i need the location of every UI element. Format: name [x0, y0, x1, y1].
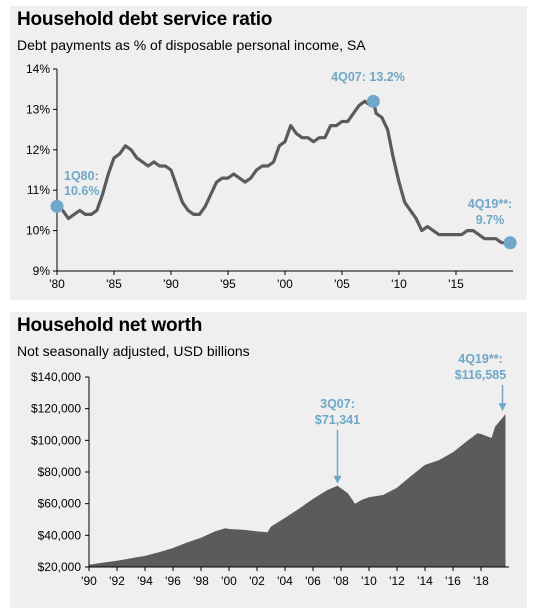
x-tick-label: '00	[221, 574, 237, 588]
debt-ratio-line	[55, 99, 512, 245]
y-tick-label: 11%	[27, 183, 50, 197]
x-tick-label: '16	[445, 574, 461, 588]
x-tick-label: '10	[391, 277, 407, 291]
x-tick-label: '95	[220, 277, 236, 291]
annotation-value: 9.7%	[476, 213, 505, 227]
annotation-arrow-head	[498, 403, 507, 412]
y-tick-label: 14%	[26, 62, 50, 76]
net-worth-area	[89, 414, 506, 567]
x-tick-label: '06	[305, 574, 321, 588]
annotation-label: 3Q07:	[320, 397, 355, 411]
x-tick-label: '90	[163, 277, 179, 291]
annotation-value: 10.6%	[64, 184, 99, 198]
annotation-marker-1q80	[50, 199, 64, 213]
chart-title: Household net worth	[17, 315, 203, 336]
y-tick-label: $60,000	[38, 497, 82, 511]
annotation-marker-4q07	[366, 94, 380, 108]
annotation-marker-4q19	[503, 236, 517, 250]
y-tick-label: $100,000	[31, 433, 81, 447]
y-tick-label: 12%	[26, 143, 50, 157]
x-tick-label: '08	[333, 574, 349, 588]
annotation-label: 4Q19**:	[468, 197, 512, 211]
x-tick-label: '14	[417, 574, 433, 588]
x-tick-label: '12	[389, 574, 405, 588]
annotation-label: 1Q80:	[64, 169, 99, 183]
x-tick-label: '15	[448, 277, 464, 291]
x-tick-label: '10	[361, 574, 377, 588]
y-tick-label: 9%	[33, 264, 51, 278]
x-tick-label: '05	[334, 277, 350, 291]
y-tick-label: $40,000	[38, 528, 82, 542]
chart-title: Household debt service ratio	[17, 9, 273, 30]
x-tick-label: '90	[81, 574, 97, 588]
y-tick-label: $120,000	[31, 402, 81, 416]
y-tick-label: $80,000	[38, 465, 82, 479]
y-tick-label: 10%	[26, 224, 50, 238]
x-tick-label: '92	[109, 574, 125, 588]
y-tick-label: $140,000	[31, 370, 81, 384]
x-tick-label: '80	[49, 277, 65, 291]
debt-service-panel: Household debt service ratio Debt paymen…	[10, 6, 527, 300]
x-tick-label: '96	[165, 574, 181, 588]
chart-subtitle: Debt payments as % of disposable persona…	[17, 37, 366, 53]
y-tick-label: $20,000	[38, 560, 82, 574]
annotation-arrow-head	[333, 475, 342, 484]
x-tick-label: '85	[106, 277, 122, 291]
x-tick-label: '00	[277, 277, 293, 291]
annotation-value: $71,341	[315, 413, 360, 427]
annotation-label: 4Q19**:	[458, 352, 502, 366]
x-tick-label: '98	[193, 574, 209, 588]
x-tick-label: '94	[137, 574, 153, 588]
annotation-value: $116,585	[455, 368, 506, 382]
chart-subtitle: Not seasonally adjusted, USD billions	[17, 343, 250, 359]
x-tick-label: '18	[473, 574, 489, 588]
annotation-label: 4Q07: 13.2%	[331, 70, 405, 84]
x-tick-label: '04	[277, 574, 293, 588]
y-tick-label: 13%	[26, 102, 50, 116]
x-tick-label: '02	[249, 574, 265, 588]
